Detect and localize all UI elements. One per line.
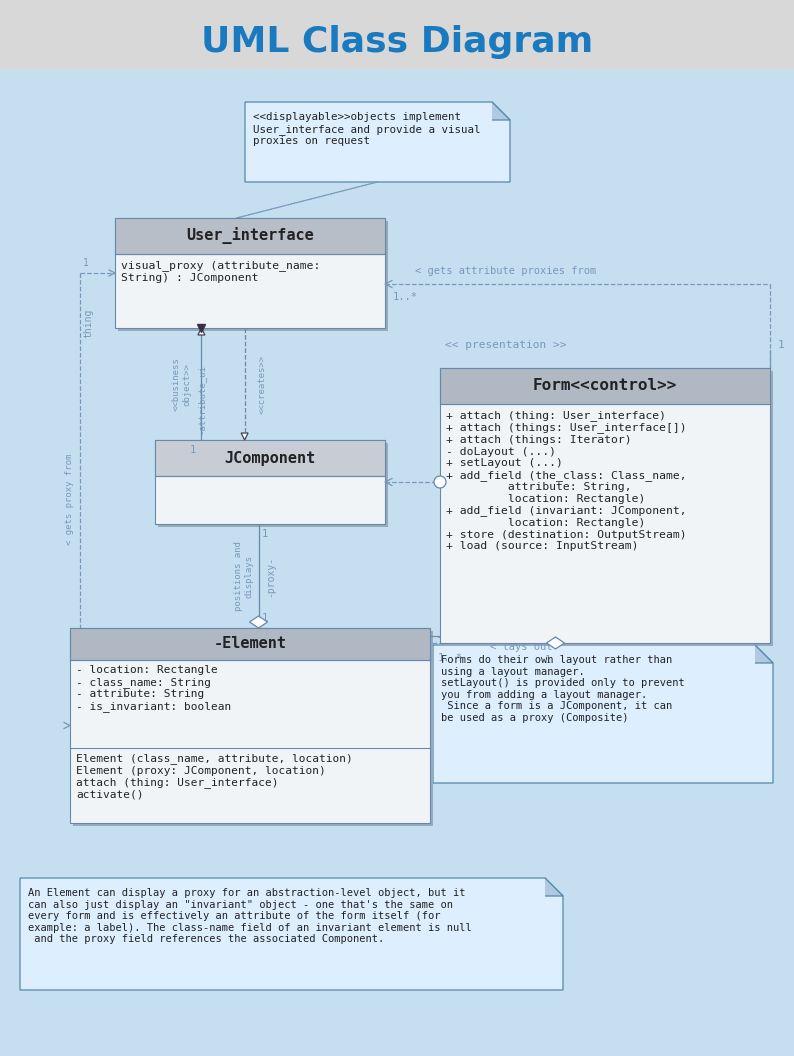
Text: 1: 1 [261, 529, 268, 539]
Text: << presentation >>: << presentation >> [445, 340, 566, 350]
Text: < gets attribute proxies from: < gets attribute proxies from [415, 266, 596, 276]
Bar [158, 444, 388, 527]
Bar [443, 371, 773, 646]
Text: User_interface: User_interface [186, 227, 314, 245]
Bar [73, 631, 433, 826]
Text: < gets proxy from: < gets proxy from [65, 454, 75, 545]
Text: An Element can display a proxy for an abstraction-level object, but it
can also : An Element can display a proxy for an ab… [28, 888, 472, 944]
PathPatch shape [433, 645, 773, 782]
Text: -fields: -fields [435, 631, 479, 642]
Text: 1..*: 1..* [393, 293, 418, 302]
Text: thing: thing [83, 308, 93, 338]
Text: Element (class_name, attribute, location)
Element (proxy: JComponent, location)
: Element (class_name, attribute, location… [76, 753, 353, 799]
Bar [115, 218, 385, 254]
Text: 1: 1 [190, 445, 196, 455]
Text: UML Class Diagram: UML Class Diagram [201, 25, 593, 59]
Text: + attach (thing: User_interface)
+ attach (things: User_interface[])
+ attach (t: + attach (thing: User_interface) + attac… [446, 410, 687, 551]
Bar [440, 367, 770, 404]
Text: JComponent: JComponent [225, 451, 316, 466]
Text: Form<<control>>: Form<<control>> [533, 378, 677, 394]
Bar [118, 221, 388, 331]
Text: < lays out: < lays out [490, 642, 553, 652]
Text: <<displayable>>objects implement
User_interface and provide a visual
proxies on : <<displayable>>objects implement User_in… [253, 112, 480, 146]
Text: -Element: -Element [214, 637, 287, 652]
Polygon shape [198, 328, 205, 335]
Bar [155, 440, 385, 476]
PathPatch shape [755, 645, 773, 663]
Text: - location: Rectangle
- class_name: String
- attribute: String
- is_invariant: b: - location: Rectangle - class_name: Stri… [76, 665, 231, 712]
Text: 1: 1 [83, 731, 89, 740]
Text: -attribute_ui: -attribute_ui [197, 364, 206, 434]
PathPatch shape [245, 102, 510, 182]
Bar [155, 440, 385, 524]
Text: 1: 1 [778, 340, 784, 350]
Text: Forms do their own layout rather than
using a layout manager.
setLayout() is pro: Forms do their own layout rather than us… [441, 655, 684, 723]
PathPatch shape [20, 878, 563, 991]
Polygon shape [546, 637, 565, 649]
Text: 1: 1 [83, 258, 89, 268]
Text: 1..*: 1..* [438, 653, 463, 663]
PathPatch shape [545, 878, 563, 895]
Text: <<business
object>>: <<business object>> [172, 357, 191, 411]
Bar [70, 628, 430, 660]
Text: visual_proxy (attribute_name:
String) : JComponent: visual_proxy (attribute_name: String) : … [121, 260, 320, 283]
Text: 1: 1 [544, 655, 550, 665]
PathPatch shape [492, 102, 510, 120]
Text: 1: 1 [261, 612, 268, 623]
Polygon shape [249, 616, 268, 628]
Text: -proxy-: -proxy- [265, 555, 276, 597]
Text: positions and
displays: positions and displays [233, 541, 253, 611]
Bar [115, 218, 385, 328]
Circle shape [434, 476, 446, 488]
Bar [440, 367, 770, 643]
Bar [70, 628, 430, 823]
Bar [0, 0, 794, 70]
Text: <<creates>>: <<creates>> [258, 355, 267, 414]
Polygon shape [241, 433, 248, 440]
